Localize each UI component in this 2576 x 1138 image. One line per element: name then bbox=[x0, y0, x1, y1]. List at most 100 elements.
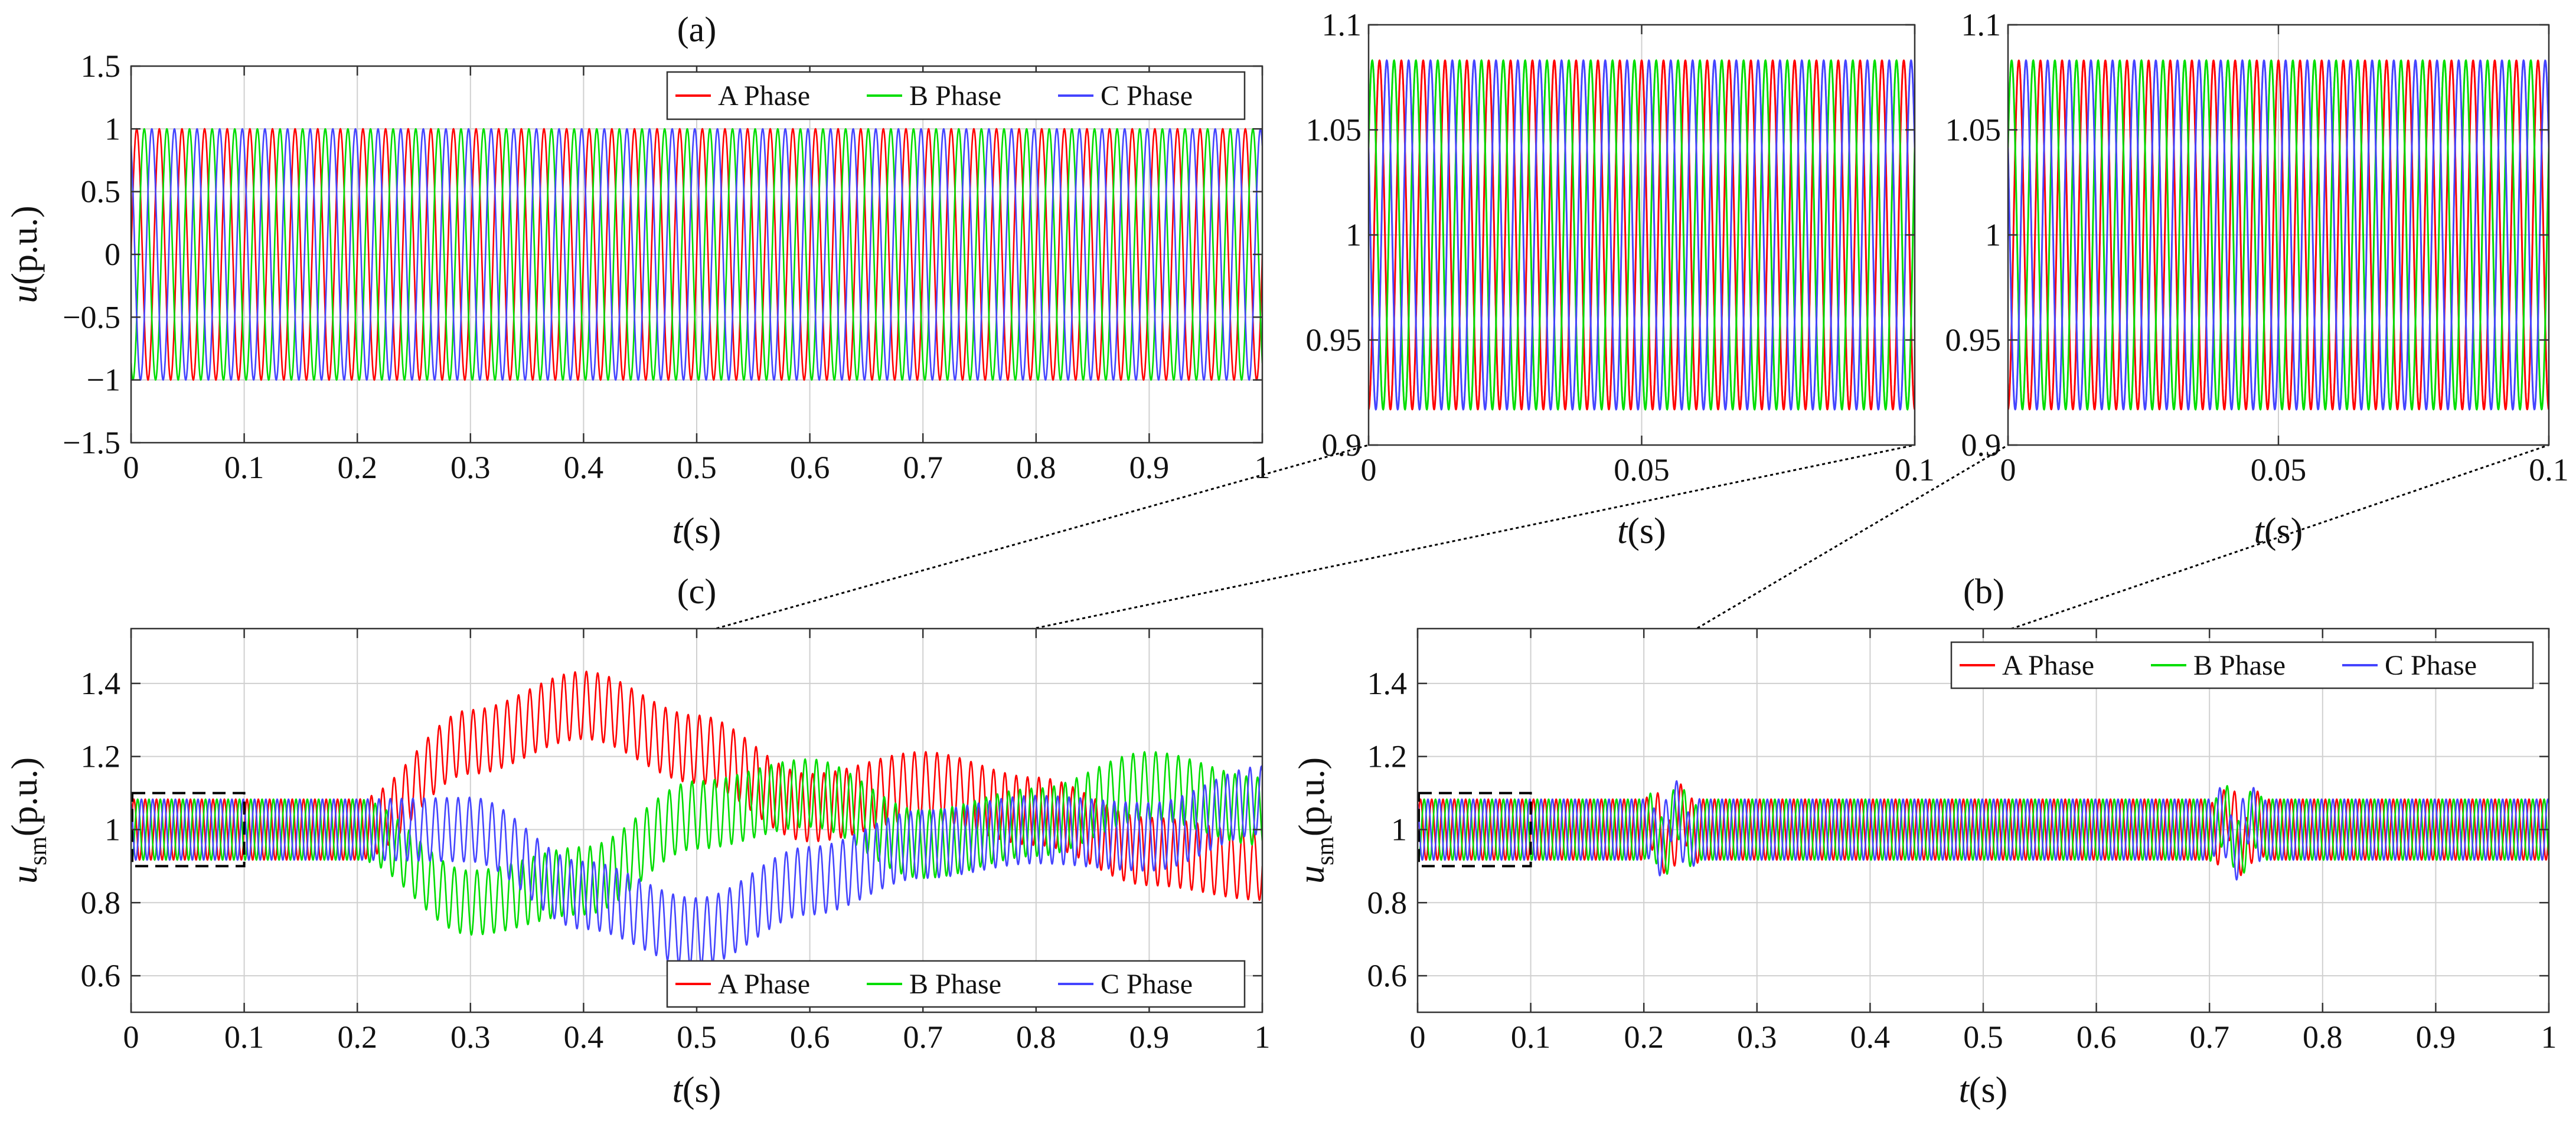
x-axis-label: t(s) bbox=[1617, 511, 1666, 551]
y-tick-label: 0 bbox=[105, 237, 120, 272]
y-axis-label-unit: (p.u.) bbox=[1292, 757, 1332, 836]
x-tick-label: 0.7 bbox=[2189, 1019, 2229, 1055]
x-tick-label: 0.9 bbox=[1129, 1019, 1170, 1055]
y-axis-label-subscript: sm bbox=[25, 836, 52, 865]
series-line-c-phase bbox=[131, 128, 1262, 381]
x-tick-label: 0 bbox=[1361, 452, 1377, 488]
x-axis-label-var: t bbox=[1617, 511, 1628, 551]
panel-b: 0 0.1 0.2 0.3 0.4 0.5 0.6 0.7 0.8 0.9 1 0.6 0.8 1 1.2 1… bbox=[1292, 572, 2557, 1110]
series-group bbox=[2008, 58, 2549, 411]
x-axis-label-unit: (s) bbox=[1969, 1070, 2007, 1110]
x-axis-label-unit: (s) bbox=[2264, 511, 2303, 551]
x-tick-label: 0 bbox=[123, 450, 139, 485]
y-axis-label-var: u bbox=[1292, 865, 1332, 884]
legend-box bbox=[666, 71, 1246, 120]
series-line-b-phase bbox=[131, 751, 1262, 936]
x-tick-label: 0.4 bbox=[564, 450, 604, 485]
y-tick-label: 1.1 bbox=[1961, 7, 2002, 42]
y-tick-label: 1.2 bbox=[1367, 739, 1408, 774]
legend-entry: C Phase bbox=[2385, 650, 2477, 681]
x-axis-label-var: t bbox=[672, 1070, 684, 1110]
y-tick-label: 1.1 bbox=[1322, 7, 1362, 42]
x-tick-label: 0.1 bbox=[224, 450, 265, 485]
y-tick-label: 0.95 bbox=[1945, 322, 2002, 358]
x-tick-label: 0.6 bbox=[2077, 1019, 2117, 1055]
x-axis-label-var: t bbox=[2254, 511, 2265, 551]
legend: A Phase B Phase C Phase bbox=[1950, 641, 2534, 689]
legend-entry: A Phase bbox=[718, 969, 810, 1000]
y-tick-label: 0.95 bbox=[1306, 322, 1362, 358]
series-line-c-phase bbox=[131, 765, 1262, 967]
series-group bbox=[1418, 780, 2549, 881]
x-tick-label: 1 bbox=[1255, 450, 1271, 485]
y-tick-label: −1 bbox=[87, 362, 120, 398]
series-line-a-phase bbox=[131, 671, 1262, 901]
y-tick-label: 1 bbox=[105, 812, 120, 847]
legend-box bbox=[1950, 641, 2534, 689]
x-tick-label: 0.8 bbox=[1016, 450, 1056, 485]
series-group bbox=[131, 671, 1262, 967]
legend-box bbox=[666, 960, 1246, 1008]
panel-label: (c) bbox=[677, 572, 717, 611]
x-tick-label: 0 bbox=[2000, 452, 2016, 488]
y-tick-label: 1.4 bbox=[81, 666, 121, 701]
y-tick-label: 0.9 bbox=[1322, 427, 1362, 463]
x-tick-label: 0.2 bbox=[1624, 1019, 1664, 1055]
legend-entry: A Phase bbox=[718, 80, 810, 112]
y-axis-label-unit: (p.u.) bbox=[5, 757, 45, 836]
y-tick-label: 1 bbox=[1346, 217, 1362, 253]
y-axis-label: u(p.u.) bbox=[5, 205, 45, 303]
series-line-c-phase bbox=[1418, 780, 2549, 881]
y-tick-label: 1.05 bbox=[1945, 112, 2002, 148]
x-axis-label-unit: (s) bbox=[1627, 511, 1666, 551]
series-group bbox=[1369, 58, 1915, 411]
x-tick-label: 0.9 bbox=[2416, 1019, 2456, 1055]
y-tick-label: 0.5 bbox=[81, 174, 121, 210]
series-line-b-phase bbox=[131, 128, 1262, 381]
panel-label: (a) bbox=[677, 10, 717, 49]
x-tick-label: 0.05 bbox=[2251, 452, 2307, 488]
x-tick-label: 0.8 bbox=[2303, 1019, 2343, 1055]
series-line-c-phase bbox=[2008, 58, 2549, 411]
legend: A Phase B Phase C Phase bbox=[666, 960, 1246, 1008]
series-line-a-phase bbox=[1418, 783, 2549, 877]
x-tick-label: 0.7 bbox=[903, 1019, 943, 1055]
series-line-c-phase bbox=[1369, 58, 1915, 411]
y-axis-label-subscript: sm bbox=[1312, 836, 1339, 865]
y-tick-label: 0.6 bbox=[81, 958, 121, 993]
x-tick-label: 0.2 bbox=[337, 450, 377, 485]
legend-entry: A Phase bbox=[2002, 650, 2094, 681]
x-axis-label-var: t bbox=[1959, 1070, 1970, 1110]
y-axis-label-unit: (p.u.) bbox=[5, 205, 45, 284]
y-tick-label: 1 bbox=[1391, 812, 1407, 847]
y-tick-label: 0.9 bbox=[1961, 427, 2002, 463]
legend-entry: B Phase bbox=[909, 80, 1001, 112]
series-line-b-phase bbox=[1418, 784, 2549, 875]
y-tick-label: 0.8 bbox=[1367, 885, 1408, 920]
panel-c: 0 0.1 0.2 0.3 0.4 0.5 0.6 0.7 0.8 0.9 1 0.6 0.8 1 1.2 1… bbox=[5, 572, 1271, 1110]
x-axis-label: t(s) bbox=[1959, 1070, 2008, 1110]
x-tick-label: 0.4 bbox=[1850, 1019, 1891, 1055]
y-axis-label-var: u bbox=[5, 865, 45, 884]
panel-a: 0 0.1 0.2 0.3 0.4 0.5 0.6 0.7 0.8 0.9 1 −1.5 −1 −0.5 0… bbox=[5, 10, 1271, 551]
x-tick-label: 0.4 bbox=[564, 1019, 604, 1055]
y-tick-label: 1.05 bbox=[1306, 112, 1362, 148]
y-tick-label: 1.2 bbox=[81, 739, 121, 774]
x-tick-label: 0.5 bbox=[677, 1019, 717, 1055]
x-tick-label: 0.6 bbox=[790, 1019, 830, 1055]
x-tick-label: 0.7 bbox=[903, 450, 943, 485]
y-tick-label: −0.5 bbox=[63, 299, 120, 335]
panel-label: (b) bbox=[1963, 572, 2004, 611]
y-axis-label: usm(p.u.) bbox=[5, 757, 52, 884]
y-tick-label: 1 bbox=[105, 111, 120, 146]
grid-lines bbox=[1417, 629, 2549, 1012]
legend-entry: C Phase bbox=[1101, 969, 1193, 1000]
legend: A Phase B Phase C Phase bbox=[666, 71, 1246, 120]
x-tick-label: 0.3 bbox=[450, 450, 491, 485]
y-tick-label: 1.4 bbox=[1367, 666, 1408, 701]
grid-lines bbox=[130, 629, 1263, 1012]
legend-entry: C Phase bbox=[1101, 80, 1193, 112]
x-tick-label: 0.05 bbox=[1614, 452, 1670, 488]
y-tick-label: −1.5 bbox=[63, 425, 120, 460]
